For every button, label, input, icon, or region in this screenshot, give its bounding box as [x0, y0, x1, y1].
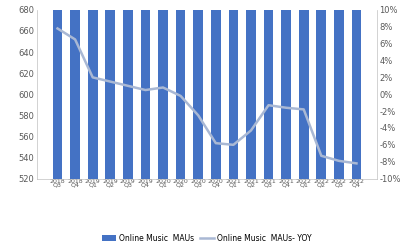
- Online Music  MAUs- YOY: [266, 104, 271, 107]
- Bar: [246, 0, 255, 179]
- Bar: [176, 0, 185, 179]
- Online Music  MAUs- YOY: [142, 89, 147, 92]
- Bar: [351, 0, 361, 179]
- Online Music  MAUs- YOY: [195, 114, 200, 117]
- Online Music  MAUs- YOY: [301, 108, 306, 111]
- Bar: [228, 0, 237, 179]
- Legend: Online Music  MAUs, Online Music  MAUs- YOY: Online Music MAUs, Online Music MAUs- YO…: [99, 230, 314, 246]
- Online Music  MAUs- YOY: [248, 129, 253, 132]
- Bar: [70, 0, 80, 179]
- Bar: [333, 0, 343, 179]
- Online Music  MAUs- YOY: [107, 80, 112, 83]
- Bar: [211, 0, 220, 179]
- Bar: [140, 0, 150, 179]
- Bar: [280, 0, 290, 179]
- Online Music  MAUs- YOY: [160, 86, 165, 89]
- Bar: [105, 0, 115, 179]
- Bar: [316, 0, 325, 179]
- Bar: [52, 0, 62, 179]
- Online Music  MAUs- YOY: [125, 84, 130, 87]
- Online Music  MAUs- YOY: [55, 27, 60, 30]
- Online Music  MAUs- YOY: [90, 76, 95, 79]
- Online Music  MAUs- YOY: [213, 142, 218, 145]
- Bar: [123, 0, 133, 179]
- Bar: [193, 0, 202, 179]
- Bar: [263, 0, 273, 179]
- Bar: [88, 0, 97, 179]
- Online Music  MAUs- YOY: [230, 143, 235, 146]
- Online Music  MAUs- YOY: [318, 154, 323, 157]
- Bar: [298, 0, 308, 179]
- Online Music  MAUs- YOY: [178, 94, 183, 97]
- Online Music  MAUs- YOY: [336, 159, 341, 162]
- Online Music  MAUs- YOY: [72, 38, 77, 41]
- Online Music  MAUs- YOY: [283, 106, 288, 109]
- Line: Online Music  MAUs- YOY: Online Music MAUs- YOY: [57, 29, 356, 163]
- Bar: [158, 0, 167, 179]
- Online Music  MAUs- YOY: [353, 162, 358, 165]
